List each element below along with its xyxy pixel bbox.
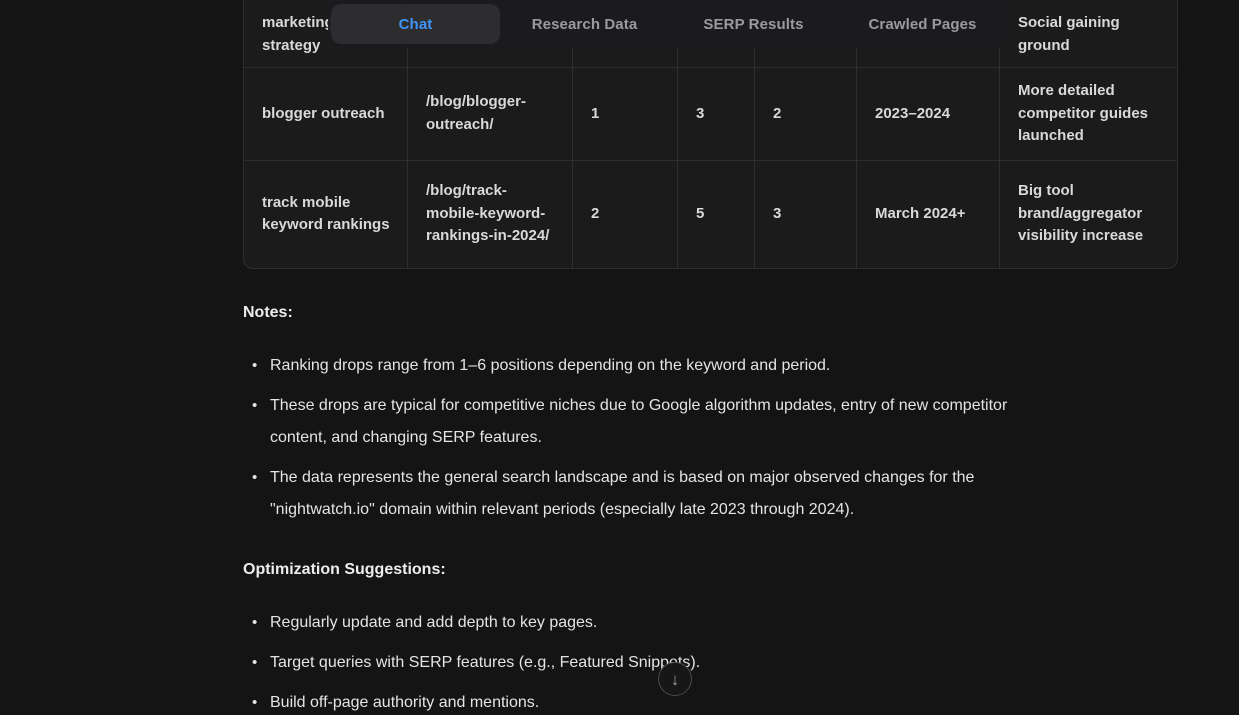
tab-serp-results[interactable]: SERP Results: [703, 15, 804, 33]
cell-note: More detailed competitor guides launched: [1000, 68, 1178, 161]
chat-content-area: marketing strategy Social gaining ground b…: [243, 0, 1183, 715]
suggestion-item: Build off-page authority and mentions.: [252, 687, 1013, 715]
tab-chat[interactable]: Chat: [331, 4, 500, 44]
notes-list: Ranking drops range from 1–6 positions d…: [243, 350, 1013, 526]
cell-url: /blog/blogger-outreach/: [408, 68, 573, 161]
tab-research-data[interactable]: Research Data: [531, 15, 638, 33]
cell-v1: 1: [573, 68, 678, 161]
notes-heading: Notes:: [243, 303, 293, 321]
cell-v2: 3: [678, 68, 755, 161]
cell-period: March 2024+: [857, 160, 1000, 269]
arrow-down-icon: ↓: [670, 669, 680, 689]
scroll-to-bottom-button[interactable]: ↓: [658, 662, 692, 696]
suggestion-item: Regularly update and add depth to key pa…: [252, 607, 1013, 639]
table-row: blogger outreach/blog/blogger-outreach/1…: [243, 68, 1178, 161]
optimization-suggestions-heading: Optimization Suggestions:: [243, 560, 446, 578]
note-item: The data represents the general search l…: [252, 462, 1013, 526]
note-item: Ranking drops range from 1–6 positions d…: [252, 350, 1013, 382]
cell-v3: 2: [755, 68, 857, 161]
table-row: track mobile keyword rankings/blog/track…: [243, 160, 1178, 269]
cell-period: 2023–2024: [857, 68, 1000, 161]
tab-crawled-pages[interactable]: Crawled Pages: [868, 15, 977, 33]
cell-v2: 5: [678, 160, 755, 269]
cell-keyword: blogger outreach: [243, 68, 408, 161]
cell-note: Social gaining ground: [1000, 0, 1178, 68]
suggestions-list: Regularly update and add depth to key pa…: [243, 607, 1013, 715]
cell-keyword: track mobile keyword rankings: [243, 160, 408, 269]
cell-v3: 3: [755, 160, 857, 269]
note-item: These drops are typical for competitive …: [252, 390, 1013, 454]
cell-note: Big tool brand/aggregator visibility inc…: [1000, 160, 1178, 269]
view-tabstrip: Chat Research Data SERP Results Crawled Pag…: [328, 0, 1010, 48]
suggestion-item: Target queries with SERP features (e.g.,…: [252, 647, 1013, 679]
cell-url: /blog/track-mobile-keyword-rankings-in-2…: [408, 160, 573, 269]
cell-v1: 2: [573, 160, 678, 269]
